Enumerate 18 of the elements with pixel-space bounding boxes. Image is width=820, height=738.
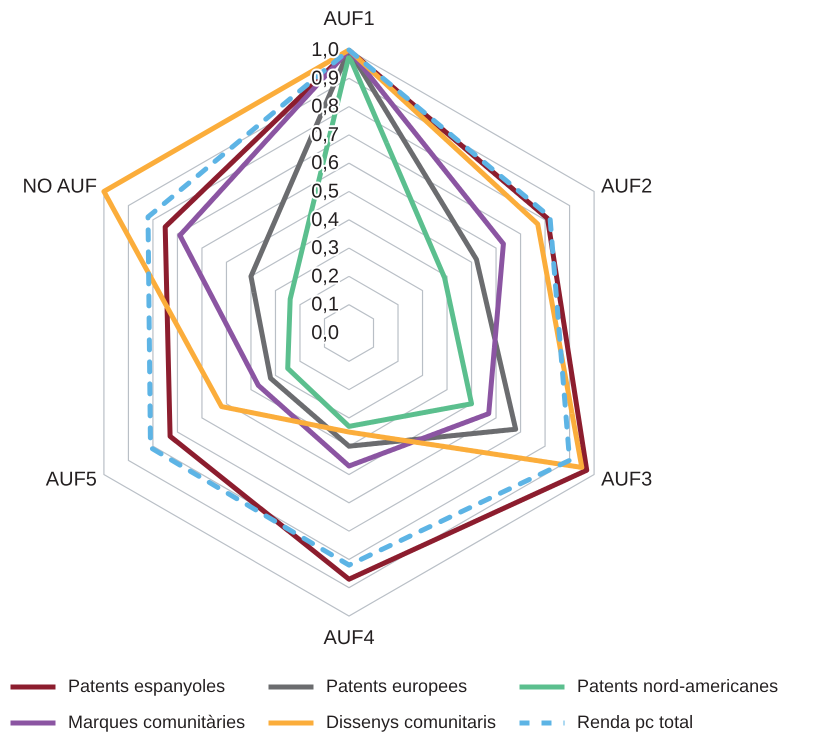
spoke-label: AUF4 — [323, 627, 375, 649]
legend-label: Patents nord-americanes — [577, 676, 778, 696]
y-tick-label: 1,0 — [311, 39, 339, 61]
y-tick-label: 0,1 — [311, 294, 339, 316]
spoke-label: AUF5 — [46, 468, 97, 490]
spoke-label: NO AUF — [22, 176, 97, 198]
legend-label: Renda pc total — [577, 712, 694, 732]
spoke-label: AUF3 — [601, 468, 652, 490]
y-tick-label: 0,0 — [311, 322, 339, 344]
spoke-label: AUF1 — [323, 8, 375, 30]
y-tick-label: 0,2 — [311, 265, 339, 288]
legend-label: Marques comunitàries — [68, 712, 246, 732]
spoke-label: AUF2 — [601, 176, 652, 198]
legend-label: Patents europees — [326, 676, 468, 696]
legend-label: Dissenys comunitaris — [326, 712, 496, 732]
y-tick-label: 0,4 — [311, 208, 339, 231]
y-tick-label: 0,3 — [311, 237, 339, 260]
legend-label: Patents espanyoles — [68, 676, 226, 696]
